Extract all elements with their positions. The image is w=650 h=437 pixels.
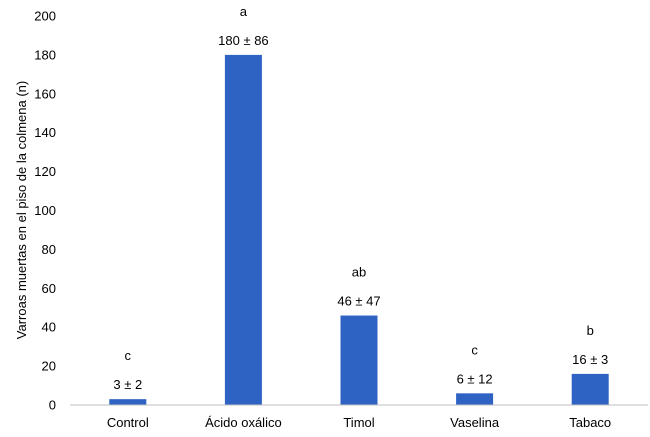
data-labels: 3 ± 2 180 ± 86 46 ± 47 6 ± 12 16 ± 3 [113, 33, 608, 392]
bar-value-label: 180 ± 86 [218, 33, 269, 48]
y-tick-label: 200 [34, 9, 56, 24]
x-axis-categories: Control Ácido oxálico Timol Vaselina Tabaco [107, 415, 611, 430]
significance-letter: ab [352, 265, 366, 280]
significance-letter: b [587, 323, 594, 338]
significance-letter: a [240, 4, 248, 19]
y-tick-label: 160 [34, 86, 56, 101]
bar-value-label: 16 ± 3 [572, 352, 608, 367]
bar [109, 399, 147, 405]
y-tick-label: 60 [42, 281, 56, 296]
x-tick-label: Ácido oxálico [205, 415, 282, 430]
significance-letter: c [125, 348, 132, 363]
x-tick-label: Control [107, 415, 149, 430]
x-tick-label: Tabaco [569, 415, 611, 430]
bar-value-label: 6 ± 12 [457, 371, 493, 386]
x-tick-label: Timol [343, 415, 374, 430]
y-axis-label: Varroas muertas en el piso de la colmena… [14, 81, 29, 339]
y-tick-label: 0 [49, 398, 56, 413]
significance-letter: c [471, 342, 478, 357]
y-tick-label: 20 [42, 359, 56, 374]
y-tick-label: 140 [34, 125, 56, 140]
y-tick-label: 100 [34, 203, 56, 218]
significance-letters: c a ab c b [125, 4, 594, 363]
y-tick-label: 120 [34, 164, 56, 179]
bar [224, 54, 262, 406]
bar-value-label: 46 ± 47 [337, 294, 380, 309]
y-tick-label: 40 [42, 320, 56, 335]
bar [340, 315, 378, 405]
y-axis-ticks: 0 20 40 60 80 100 120 140 160 180 200 [34, 9, 56, 413]
bar [456, 393, 494, 405]
bars [109, 54, 609, 406]
bar-value-label: 3 ± 2 [113, 377, 142, 392]
y-tick-label: 80 [42, 242, 56, 257]
bar [571, 373, 609, 405]
y-tick-label: 180 [34, 47, 56, 62]
x-tick-label: Vaselina [450, 415, 500, 430]
